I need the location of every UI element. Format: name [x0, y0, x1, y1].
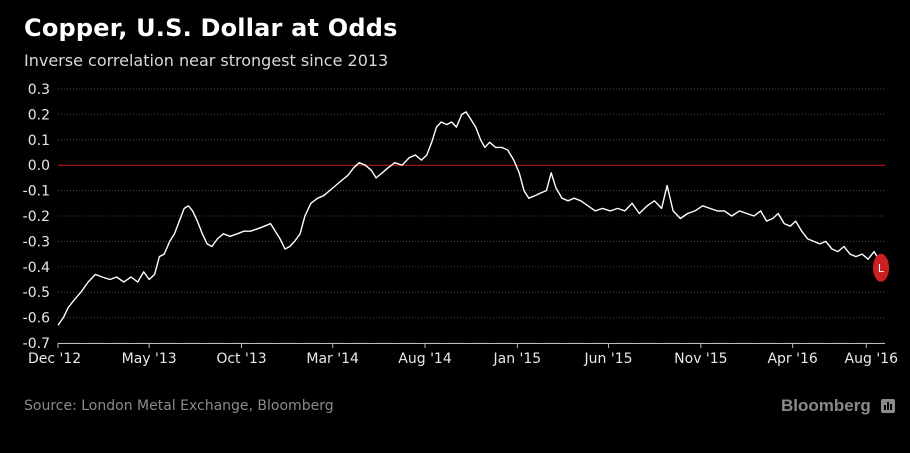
y-tick-label: -0.3 [23, 234, 50, 250]
x-tick-label: Nov '15 [674, 351, 727, 367]
x-tick-label: Apr '16 [767, 351, 817, 367]
x-axis-ticks: Dec '12 May '13 Oct '13 Mar '14 Aug '14 Jan '… [28, 343, 898, 367]
y-tick-label: -0.5 [23, 285, 50, 301]
x-tick-label: Jan '15 [493, 351, 542, 367]
x-tick-label: Mar '14 [306, 351, 359, 367]
chart-title: Copper, U.S. Dollar at Odds [24, 14, 398, 42]
y-tick-label: -0.4 [23, 260, 50, 276]
x-tick-label: Aug '14 [398, 351, 452, 367]
end-point-label: L [878, 262, 885, 275]
y-tick-label: 0.3 [28, 82, 50, 98]
y-tick-label: 0.1 [28, 133, 50, 149]
bloomberg-logo: Bloomberg [781, 396, 871, 415]
y-axis-ticks: 0.3 0.2 0.1 0.0 -0.1 -0.2 -0.3 -0.4 -0.5 -0.6 -0.7 [23, 82, 50, 352]
end-marker-layer: L [873, 253, 889, 282]
x-tick-label: May '13 [122, 351, 177, 367]
end-point-marker [873, 253, 889, 282]
series-line [57, 111, 886, 326]
series-layer [57, 111, 886, 326]
chart-subtitle: Inverse correlation near strongest since… [24, 51, 389, 70]
x-tick-label: Dec '12 [28, 351, 81, 367]
y-tick-label: 0.2 [28, 107, 50, 123]
y-tick-label: -0.7 [23, 336, 50, 352]
y-tick-label: -0.1 [23, 184, 50, 200]
x-tick-label: Aug '16 [845, 351, 899, 367]
source-note: Source: London Metal Exchange, Bloomberg [24, 398, 334, 414]
y-tick-label: 0.0 [28, 158, 50, 174]
y-tick-label: -0.6 [23, 311, 50, 327]
y-tick-label: -0.2 [23, 209, 50, 225]
x-tick-label: Oct '13 [216, 351, 266, 367]
chart-bars-icon [881, 399, 895, 413]
x-tick-label: Jun '15 [584, 351, 633, 367]
gridlines [58, 88, 885, 344]
